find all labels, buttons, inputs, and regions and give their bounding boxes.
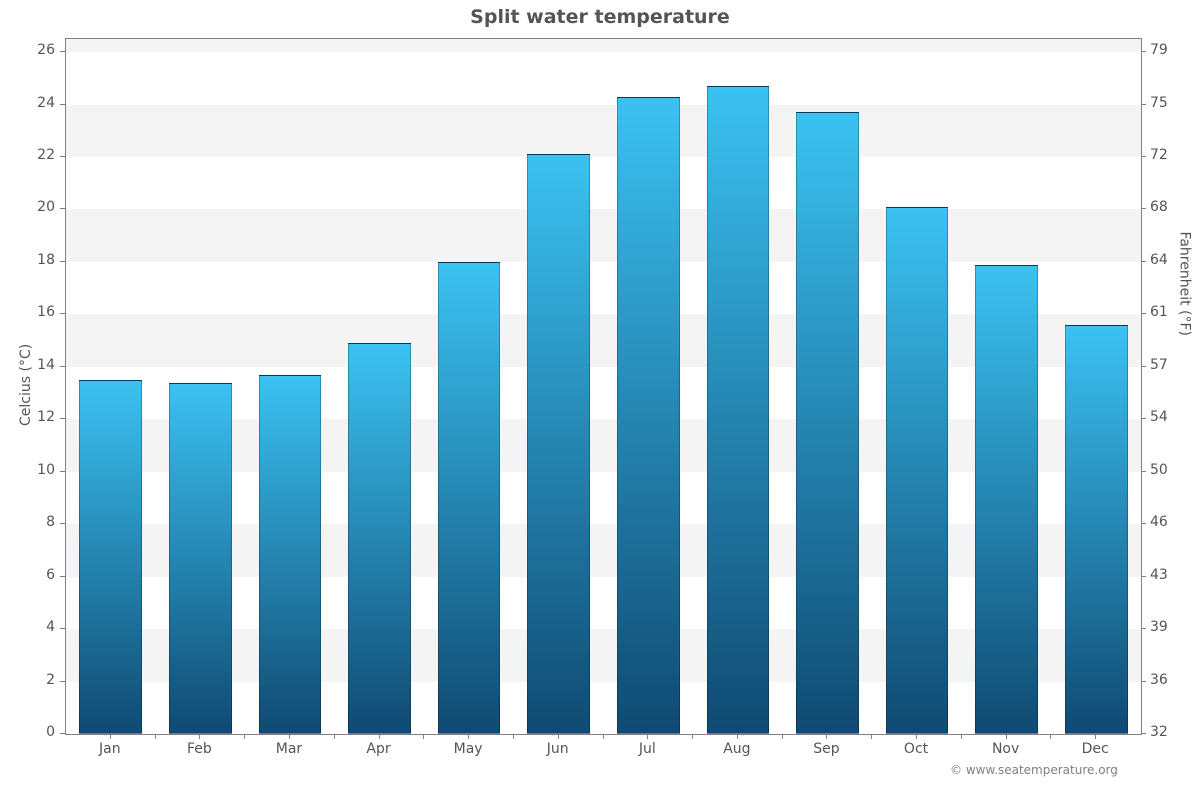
- bar-nov: [975, 265, 1038, 734]
- ytick-right: 36: [1150, 672, 1168, 688]
- ytick-left: 24: [25, 95, 55, 111]
- ytick-left: 22: [25, 147, 55, 163]
- y-axis-left-label: Celcius (°C): [18, 343, 34, 425]
- bar-aug: [707, 86, 770, 734]
- ytick-right: 68: [1150, 199, 1168, 215]
- bars-layer: [66, 39, 1141, 734]
- bar-sep: [796, 112, 859, 734]
- bar-jul: [617, 97, 680, 734]
- ytick-left: 18: [25, 252, 55, 268]
- xtick-jan: Jan: [99, 741, 121, 757]
- bar-mar: [259, 375, 322, 734]
- ytick-left: 0: [25, 724, 55, 740]
- ytick-left: 26: [25, 42, 55, 58]
- ytick-right: 43: [1150, 567, 1168, 583]
- ytick-left: 6: [25, 567, 55, 583]
- xtick-may: May: [454, 741, 483, 757]
- ytick-right: 75: [1150, 95, 1168, 111]
- chart-container: { "chart": { "type": "bar", "title": "Sp…: [0, 0, 1200, 800]
- xtick-jul: Jul: [639, 741, 656, 757]
- xtick-oct: Oct: [904, 741, 928, 757]
- ytick-right: 39: [1150, 619, 1168, 635]
- ytick-left: 16: [25, 304, 55, 320]
- bar-oct: [886, 207, 949, 734]
- ytick-right: 54: [1150, 409, 1168, 425]
- xtick-apr: Apr: [366, 741, 390, 757]
- xtick-sep: Sep: [813, 741, 839, 757]
- xtick-mar: Mar: [276, 741, 302, 757]
- ytick-right: 50: [1150, 462, 1168, 478]
- ytick-left: 20: [25, 199, 55, 215]
- ytick-right: 61: [1150, 304, 1168, 320]
- ytick-left: 2: [25, 672, 55, 688]
- copyright-text: © www.seatemperature.org: [950, 763, 1118, 777]
- ytick-right: 32: [1150, 724, 1168, 740]
- ytick-left: 4: [25, 619, 55, 635]
- ytick-left: 8: [25, 514, 55, 530]
- ytick-right: 79: [1150, 42, 1168, 58]
- ytick-right: 46: [1150, 514, 1168, 530]
- plot-area: [65, 38, 1142, 735]
- ytick-right: 72: [1150, 147, 1168, 163]
- bar-apr: [348, 343, 411, 734]
- ytick-left: 10: [25, 462, 55, 478]
- xtick-dec: Dec: [1082, 741, 1109, 757]
- xtick-aug: Aug: [723, 741, 750, 757]
- bar-jan: [79, 380, 142, 734]
- xtick-jun: Jun: [547, 741, 569, 757]
- bar-feb: [169, 383, 232, 734]
- y-axis-right-label: Fahrenheit (°F): [1176, 231, 1192, 335]
- chart-title: Split water temperature: [0, 6, 1200, 28]
- bar-dec: [1065, 325, 1128, 734]
- bar-jun: [527, 154, 590, 734]
- bar-may: [438, 262, 501, 734]
- xtick-feb: Feb: [187, 741, 212, 757]
- ytick-right: 64: [1150, 252, 1168, 268]
- ytick-right: 57: [1150, 357, 1168, 373]
- xtick-nov: Nov: [992, 741, 1019, 757]
